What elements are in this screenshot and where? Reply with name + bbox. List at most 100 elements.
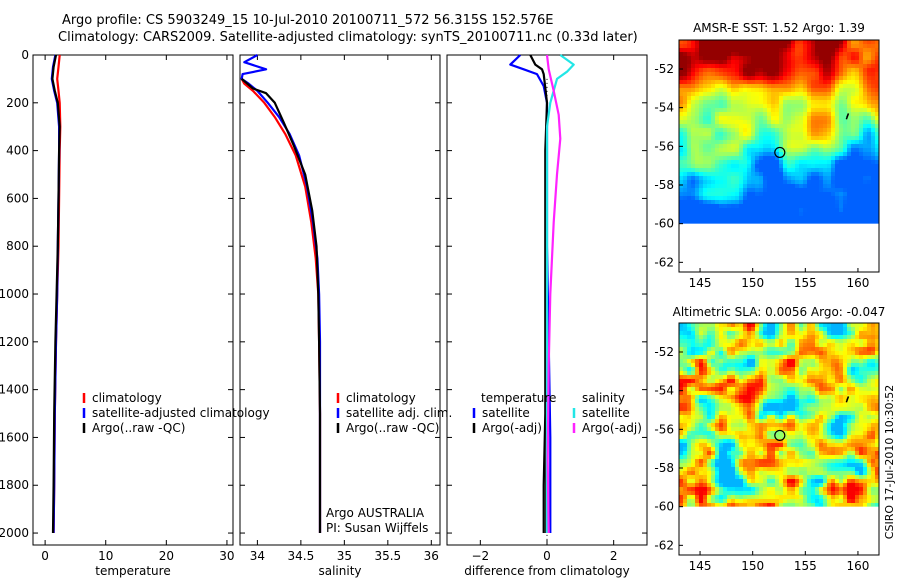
- sst-heatmap-cell: [827, 136, 831, 140]
- sla-heatmap-cell: [839, 391, 843, 395]
- sla-heatmap-cell: [715, 391, 719, 395]
- sla-heatmap-cell: [747, 355, 751, 359]
- sst-heatmap-cell: [731, 184, 735, 188]
- sst-heatmap-cell: [871, 76, 875, 80]
- sst-heatmap-cell: [755, 200, 759, 204]
- sla-heatmap-cell: [751, 467, 755, 471]
- sst-heatmap-cell: [831, 184, 835, 188]
- sla-heatmap-cell: [775, 503, 779, 507]
- sla-heatmap-cell: [771, 447, 775, 451]
- sla-heatmap-cell: [787, 359, 791, 363]
- sla-heatmap-cell: [699, 363, 703, 367]
- sla-heatmap-cell: [831, 503, 835, 507]
- sst-heatmap-cell: [855, 112, 859, 116]
- sst-heatmap-cell: [747, 148, 751, 152]
- sla-heatmap-cell: [695, 455, 699, 459]
- sla-heatmap-cell: [843, 491, 847, 495]
- sla-heatmap-cell: [799, 447, 803, 451]
- sla-heatmap-cell: [787, 479, 791, 483]
- sla-heatmap-cell: [687, 407, 691, 411]
- sst-heatmap-cell: [831, 40, 835, 44]
- sla-heatmap-cell: [743, 395, 747, 399]
- sla-heatmap-cell: [787, 443, 791, 447]
- sst-heatmap-cell: [691, 60, 695, 64]
- sst-heatmap-cell: [731, 164, 735, 168]
- sla-heatmap-cell: [867, 443, 871, 447]
- sst-heatmap-cell: [715, 88, 719, 92]
- sst-heatmap-cell: [691, 180, 695, 184]
- sla-heatmap-cell: [867, 419, 871, 423]
- sst-heatmap-cell: [831, 60, 835, 64]
- sst-heatmap-cell: [739, 40, 743, 44]
- sla-heatmap-cell: [823, 407, 827, 411]
- sst-heatmap-cell: [835, 168, 839, 172]
- sst-heatmap-cell: [739, 164, 743, 168]
- sst-heatmap-cell: [831, 188, 835, 192]
- sla-heatmap-cell: [815, 371, 819, 375]
- sla-heatmap-cell: [699, 347, 703, 351]
- sst-heatmap-cell: [791, 88, 795, 92]
- sla-heatmap-cell: [827, 439, 831, 443]
- sla-heatmap-cell: [859, 491, 863, 495]
- sst-heatmap-cell: [703, 84, 707, 88]
- sla-heatmap-cell: [859, 391, 863, 395]
- sla-heatmap-cell: [855, 355, 859, 359]
- sla-heatmap-cell: [803, 411, 807, 415]
- sla-heatmap-cell: [799, 351, 803, 355]
- sst-heatmap-cell: [791, 84, 795, 88]
- sla-heatmap-cell: [763, 447, 767, 451]
- sst-heatmap-cell: [851, 148, 855, 152]
- temperature-xtick-label: 20: [159, 549, 174, 563]
- sst-heatmap-cell: [707, 148, 711, 152]
- sla-heatmap-cell: [835, 335, 839, 339]
- sst-heatmap-cell: [687, 116, 691, 120]
- sla-heatmap-cell: [815, 495, 819, 499]
- sst-heatmap-cell: [859, 40, 863, 44]
- sst-heatmap-cell: [699, 124, 703, 128]
- sst-heatmap-cell: [863, 188, 867, 192]
- sla-heatmap-cell: [863, 439, 867, 443]
- salinity-xtick-label: 35: [337, 549, 352, 563]
- sla-heatmap-cell: [727, 351, 731, 355]
- sst-heatmap-cell: [799, 52, 803, 56]
- sla-heatmap-cell: [803, 447, 807, 451]
- sla-heatmap-cell: [787, 371, 791, 375]
- sla-heatmap-cell: [791, 459, 795, 463]
- sla-heatmap-cell: [751, 459, 755, 463]
- sla-heatmap-cell: [767, 419, 771, 423]
- sst-heatmap-cell: [767, 76, 771, 80]
- sst-heatmap-cell: [775, 60, 779, 64]
- sla-heatmap-cell: [683, 459, 687, 463]
- sla-heatmap-cell: [851, 423, 855, 427]
- sla-heatmap-cell: [759, 327, 763, 331]
- sla-heatmap-cell: [851, 331, 855, 335]
- sla-heatmap-cell: [803, 379, 807, 383]
- sst-heatmap-cell: [823, 96, 827, 100]
- sla-heatmap-cell: [747, 487, 751, 491]
- sla-heatmap-cell: [815, 503, 819, 507]
- sla-heatmap-cell: [859, 463, 863, 467]
- sst-heatmap-cell: [707, 168, 711, 172]
- sla-heatmap-cell: [831, 347, 835, 351]
- sst-heatmap-cell: [679, 204, 683, 208]
- sst-heatmap-cell: [779, 88, 783, 92]
- sst-heatmap-cell: [847, 120, 851, 124]
- sla-heatmap-cell: [791, 451, 795, 455]
- sst-heatmap-cell: [711, 216, 715, 220]
- sla-heatmap-cell: [851, 435, 855, 439]
- sst-heatmap-cell: [823, 80, 827, 84]
- sla-heatmap-cell: [839, 407, 843, 411]
- sla-heatmap-cell: [855, 391, 859, 395]
- sla-heatmap-cell: [827, 331, 831, 335]
- sla-heatmap-cell: [847, 451, 851, 455]
- sla-heatmap-cell: [803, 331, 807, 335]
- sst-heatmap-cell: [771, 136, 775, 140]
- sst-heatmap-cell: [699, 200, 703, 204]
- sla-heatmap-cell: [735, 391, 739, 395]
- sst-heatmap-cell: [711, 220, 715, 224]
- sla-heatmap-cell: [715, 463, 719, 467]
- sst-heatmap-cell: [787, 104, 791, 108]
- sla-heatmap-cell: [751, 491, 755, 495]
- sst-heatmap-cell: [679, 136, 683, 140]
- sst-heatmap-cell: [855, 64, 859, 68]
